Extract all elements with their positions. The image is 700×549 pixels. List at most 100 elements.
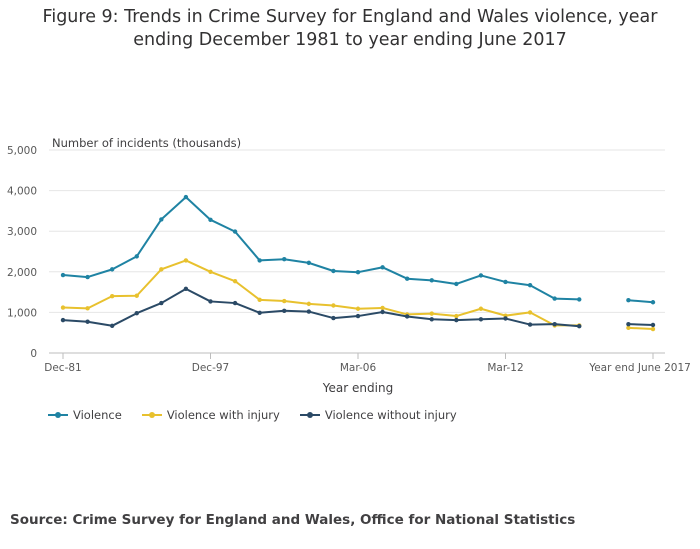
data-point <box>85 306 90 311</box>
legend-item-violence-with-injury[interactable]: Violence with injury <box>141 408 280 422</box>
data-point <box>626 321 631 327</box>
data-point <box>404 276 410 281</box>
data-point <box>650 326 656 332</box>
gridlines <box>49 149 665 313</box>
legend-item-violence[interactable]: Violence <box>48 408 122 422</box>
data-point <box>577 297 582 302</box>
data-point <box>232 300 238 306</box>
data-point <box>380 309 385 315</box>
x-axis-label: Year ending <box>322 381 393 395</box>
series-line <box>628 326 654 331</box>
data-point <box>380 265 385 270</box>
y-tick-label: 0 <box>30 348 37 360</box>
data-point <box>159 267 164 272</box>
data-point <box>650 322 656 328</box>
data-point <box>355 270 361 275</box>
series-line <box>628 299 654 304</box>
x-axis: Dec-81 Dec-97 Mar-06 Mar-12 Year end June 20… <box>44 352 691 374</box>
data-point <box>306 301 312 307</box>
data-point <box>503 316 508 321</box>
data-point <box>626 325 631 331</box>
data-point <box>85 319 90 324</box>
data-point <box>109 323 115 328</box>
data-point <box>183 258 189 263</box>
data-point <box>478 317 484 322</box>
chart-title: Figure 9: Trends in Crime Survey for Eng… <box>0 6 700 52</box>
data-point <box>183 286 189 292</box>
data-point <box>232 278 238 284</box>
series-line <box>62 287 580 328</box>
data-point <box>331 315 336 321</box>
data-point <box>380 305 385 311</box>
data-point <box>208 217 213 223</box>
data-point <box>159 217 164 222</box>
y-tick-label: 4,000 <box>7 186 37 198</box>
data-point <box>232 229 238 234</box>
y-tick-label: 2,000 <box>7 267 37 279</box>
data-point <box>60 305 66 310</box>
y-tick-label: 1,000 <box>7 307 37 319</box>
data-point <box>626 298 631 303</box>
data-point <box>282 257 287 262</box>
x-tick-label: Dec-81 <box>44 362 81 374</box>
data-point <box>208 299 213 304</box>
chart-title-line-2: ending December 1981 to year ending June… <box>133 30 567 50</box>
series-line <box>62 259 580 327</box>
legend: Violence Violence with injury Violence w… <box>48 408 477 422</box>
series-violence-without-injury <box>60 286 656 329</box>
data-point <box>429 278 434 283</box>
legend-swatch-violence <box>48 410 68 420</box>
legend-label-violence-with-injury: Violence with injury <box>166 408 280 422</box>
legend-swatch-violence-without-injury <box>299 410 320 420</box>
data-point <box>527 282 533 288</box>
data-point <box>159 300 164 306</box>
legend-item-violence-without-injury[interactable]: Violence without injury <box>299 408 457 422</box>
data-point <box>134 254 139 259</box>
data-point <box>208 269 213 274</box>
data-point <box>650 300 656 305</box>
data-point <box>454 317 459 323</box>
data-point <box>306 309 312 314</box>
data-point <box>429 317 434 322</box>
x-tick-label: Year end June 2017 <box>588 362 691 374</box>
data-point <box>60 272 66 278</box>
legend-label-violence-without-injury: Violence without injury <box>324 408 457 422</box>
series-line <box>62 196 580 301</box>
series-violence <box>60 194 656 305</box>
data-point <box>109 267 115 272</box>
data-point <box>331 303 336 308</box>
data-point <box>60 317 66 323</box>
data-point <box>355 306 361 311</box>
legend-label-violence: Violence <box>73 408 122 422</box>
x-tick-label: Mar-12 <box>487 362 523 374</box>
data-point <box>552 321 557 327</box>
data-point <box>257 310 262 316</box>
data-point <box>306 260 312 266</box>
data-point <box>478 273 484 278</box>
data-point <box>404 314 410 319</box>
chart-title-line-1: Figure 9: Trends in Crime Survey for Eng… <box>42 7 658 27</box>
data-point <box>134 311 139 316</box>
data-point <box>503 279 508 285</box>
data-point <box>134 293 139 298</box>
data-point <box>331 268 336 274</box>
data-point <box>454 281 459 287</box>
series-violence-with-injury <box>60 258 656 332</box>
data-point <box>257 297 262 303</box>
data-point <box>478 306 484 311</box>
data-point <box>527 310 533 315</box>
data-point <box>552 296 557 301</box>
y-axis: 0 1,000 2,000 3,000 4,000 5,000 <box>7 145 37 360</box>
data-point <box>257 258 262 263</box>
source-note: Source: Crime Survey for England and Wal… <box>10 512 576 528</box>
legend-swatch-violence-with-injury <box>141 410 162 420</box>
data-point <box>429 311 434 316</box>
x-tick-label: Mar-06 <box>340 362 377 374</box>
y-axis-label: Number of incidents (thousands) <box>52 136 241 150</box>
data-point <box>282 298 287 304</box>
data-point <box>527 322 533 327</box>
data-point <box>355 313 361 319</box>
series-line <box>628 323 654 326</box>
data-point <box>577 324 582 329</box>
